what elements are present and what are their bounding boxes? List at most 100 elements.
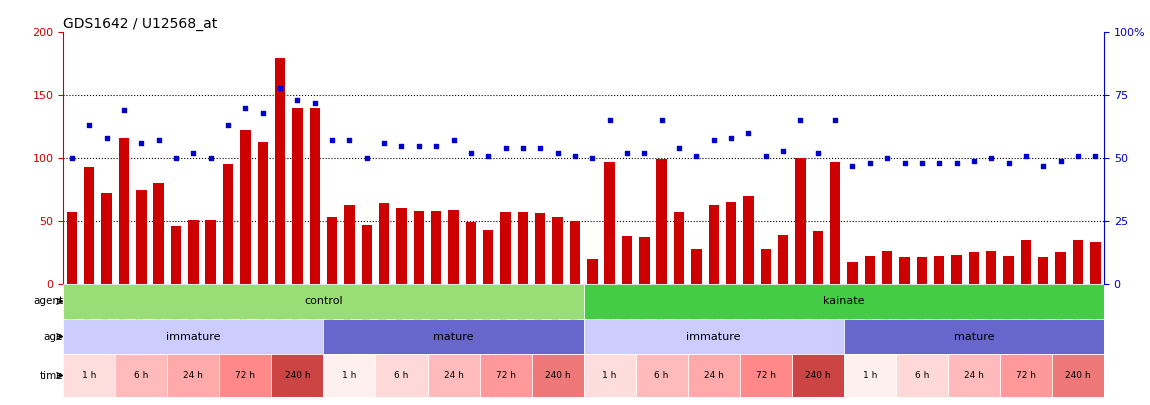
Bar [968, 252, 979, 284]
Point [1017, 152, 1035, 159]
Bar [535, 213, 545, 284]
Bar [500, 212, 511, 284]
Point [1068, 152, 1087, 159]
Point [722, 135, 741, 141]
Point [948, 160, 966, 166]
Bar [206, 220, 216, 284]
FancyBboxPatch shape [168, 354, 220, 397]
FancyBboxPatch shape [531, 354, 584, 397]
FancyBboxPatch shape [63, 354, 115, 397]
Text: 240 h: 240 h [805, 371, 830, 380]
Bar [569, 221, 580, 284]
Bar [309, 108, 320, 284]
FancyBboxPatch shape [844, 354, 896, 397]
Bar [1090, 242, 1101, 284]
Bar [448, 210, 459, 284]
Bar [431, 211, 442, 284]
Point [705, 137, 723, 144]
Text: 1 h: 1 h [603, 371, 616, 380]
Bar [1004, 256, 1014, 284]
Text: 72 h: 72 h [236, 371, 255, 380]
FancyBboxPatch shape [948, 354, 999, 397]
FancyBboxPatch shape [271, 354, 323, 397]
Bar [726, 202, 736, 284]
Point [167, 155, 185, 161]
Text: mature: mature [434, 332, 474, 341]
Bar [118, 138, 129, 284]
Bar [743, 196, 753, 284]
FancyBboxPatch shape [115, 354, 168, 397]
Point [115, 107, 133, 113]
Point [480, 152, 498, 159]
Bar [397, 208, 407, 284]
Point [201, 155, 220, 161]
Bar [552, 217, 562, 284]
Bar [84, 167, 94, 284]
Bar [344, 205, 354, 284]
Bar [223, 164, 233, 284]
Text: 240 h: 240 h [1065, 371, 1091, 380]
Point [392, 142, 411, 149]
Bar [951, 255, 961, 284]
Bar [605, 162, 615, 284]
Bar [292, 108, 302, 284]
Text: control: control [304, 296, 343, 306]
Point [566, 152, 584, 159]
Point [669, 145, 688, 151]
Bar [275, 58, 285, 284]
Point [549, 150, 567, 156]
Text: 24 h: 24 h [444, 371, 463, 380]
Text: 240 h: 240 h [545, 371, 570, 380]
Bar [899, 258, 910, 284]
FancyBboxPatch shape [844, 319, 1104, 354]
Point [913, 160, 932, 166]
Text: immature: immature [166, 332, 221, 341]
Bar [830, 162, 841, 284]
Bar [674, 212, 684, 284]
Bar [171, 226, 182, 284]
Point [289, 97, 307, 104]
Point [427, 142, 445, 149]
Bar [483, 230, 493, 284]
Point [98, 135, 116, 141]
FancyBboxPatch shape [584, 284, 1104, 319]
Bar [153, 183, 163, 284]
Point [999, 160, 1018, 166]
Point [461, 150, 480, 156]
Point [150, 137, 168, 144]
Bar [622, 236, 633, 284]
Bar [1038, 258, 1049, 284]
Bar [865, 256, 875, 284]
Point [583, 155, 601, 161]
FancyBboxPatch shape [63, 284, 584, 319]
Bar [760, 249, 771, 284]
Bar [882, 251, 892, 284]
Bar [917, 258, 927, 284]
Point [930, 160, 949, 166]
Text: 72 h: 72 h [1015, 371, 1036, 380]
Point [600, 117, 619, 124]
Point [1051, 158, 1070, 164]
Point [236, 104, 254, 111]
Text: kainate: kainate [823, 296, 865, 306]
FancyBboxPatch shape [896, 354, 948, 397]
Point [323, 137, 342, 144]
Text: immature: immature [687, 332, 741, 341]
Point [218, 122, 237, 129]
Text: 24 h: 24 h [183, 371, 204, 380]
Bar [986, 251, 996, 284]
Text: 6 h: 6 h [135, 371, 148, 380]
Point [358, 155, 376, 161]
Point [877, 155, 896, 161]
Text: 24 h: 24 h [964, 371, 984, 380]
Bar [67, 212, 77, 284]
Point [340, 137, 359, 144]
Point [774, 147, 792, 154]
Bar [639, 237, 650, 284]
Point [409, 142, 428, 149]
Point [271, 85, 290, 91]
FancyBboxPatch shape [323, 354, 375, 397]
Text: time: time [39, 371, 63, 381]
Bar [1073, 240, 1083, 284]
Point [375, 140, 393, 146]
